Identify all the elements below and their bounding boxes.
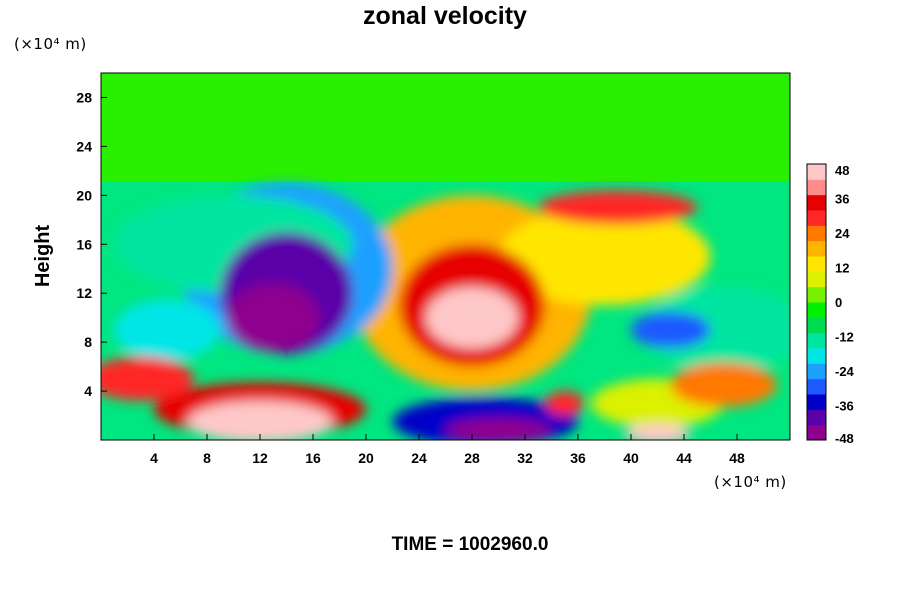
plot-frame (100, 72, 791, 441)
field-blob (114, 299, 221, 361)
x-tick-label: 8 (203, 450, 211, 466)
colorbar (806, 163, 827, 441)
colorbar-segment (807, 363, 826, 380)
field-blob (544, 391, 585, 416)
colorbar-tick-label: 48 (835, 163, 849, 178)
x-tick-label: 40 (623, 450, 639, 466)
colorbar-tick-label: -36 (835, 399, 854, 414)
colorbar-segment (807, 271, 826, 288)
colorbar-tick-label: 0 (835, 295, 842, 310)
field-blob (445, 417, 552, 440)
y-axis-label: Height (32, 225, 54, 288)
contour-field (101, 73, 790, 440)
colorbar-segment (807, 302, 826, 318)
colorbar-segment (807, 394, 826, 410)
field-blob (425, 287, 519, 349)
y-axis-ticks: 4 8 12 16 20 24 28 (76, 89, 107, 399)
x-tick-label: 44 (676, 450, 692, 466)
colorbar-segment (807, 194, 826, 211)
colorbar-tick-label: 12 (835, 261, 849, 276)
x-tick-label: 12 (252, 450, 268, 466)
x-tick-label: 36 (570, 450, 586, 466)
field-blob (498, 207, 711, 306)
x-tick-label: 20 (358, 450, 374, 466)
colorbar-tick-label: -12 (835, 330, 854, 345)
field-blob (101, 356, 194, 401)
colorbar-tick-label: 24 (835, 226, 850, 241)
colorbar-segment (807, 179, 826, 196)
colorbar-segment (807, 240, 826, 257)
field-blob (187, 400, 333, 440)
field-blob (644, 287, 790, 373)
field-blob (624, 424, 691, 440)
colorbar-tick-label: 36 (835, 192, 849, 207)
colorbar-segment (807, 210, 826, 226)
colorbar-segment (807, 256, 826, 272)
colorbar-segment (807, 225, 826, 242)
colorbar-segment (807, 164, 826, 180)
field-blob (226, 283, 320, 352)
colorbar-segment (807, 332, 826, 349)
colorbar-segment (807, 317, 826, 334)
x-tick-label: 32 (517, 450, 533, 466)
colorbar-ticks: 48 36 24 12 0 -12 -24 -36 -48 (835, 163, 855, 446)
colorbar-segment (807, 286, 826, 303)
y-tick-label: 8 (84, 334, 92, 350)
colorbar-segment (807, 348, 826, 364)
field-blob (538, 190, 698, 225)
x-axis-unit: (×10⁴ m) (714, 473, 787, 491)
colorbar-segment (807, 424, 826, 441)
y-tick-label: 28 (76, 89, 92, 105)
colorbar-tick-label: -24 (835, 364, 855, 379)
x-tick-label: 28 (464, 450, 480, 466)
x-tick-label: 24 (411, 450, 427, 466)
field-blob (631, 311, 711, 349)
upper-layer-band (101, 73, 790, 181)
colorbar-segment (807, 378, 826, 395)
chart-title: zonal velocity (363, 2, 527, 30)
x-tick-label: 4 (150, 450, 158, 466)
field-blobs (101, 183, 790, 440)
y-axis-unit: (×10⁴ m) (14, 35, 87, 53)
field-blob (670, 362, 777, 407)
colorbar-tick-label: -48 (835, 431, 854, 446)
x-tick-label: 16 (305, 450, 321, 466)
time-label: TIME = 1002960.0 (392, 534, 549, 555)
y-tick-label: 16 (76, 236, 92, 252)
y-tick-label: 4 (84, 383, 92, 399)
colorbar-frame (806, 163, 827, 441)
colorbar-segment (807, 409, 826, 426)
x-tick-label: 48 (729, 450, 745, 466)
y-tick-label: 24 (76, 138, 92, 154)
y-tick-label: 12 (76, 285, 92, 301)
y-tick-label: 20 (76, 187, 92, 203)
x-axis-ticks: 4 8 12 16 20 24 28 32 36 40 44 48 (150, 434, 745, 466)
